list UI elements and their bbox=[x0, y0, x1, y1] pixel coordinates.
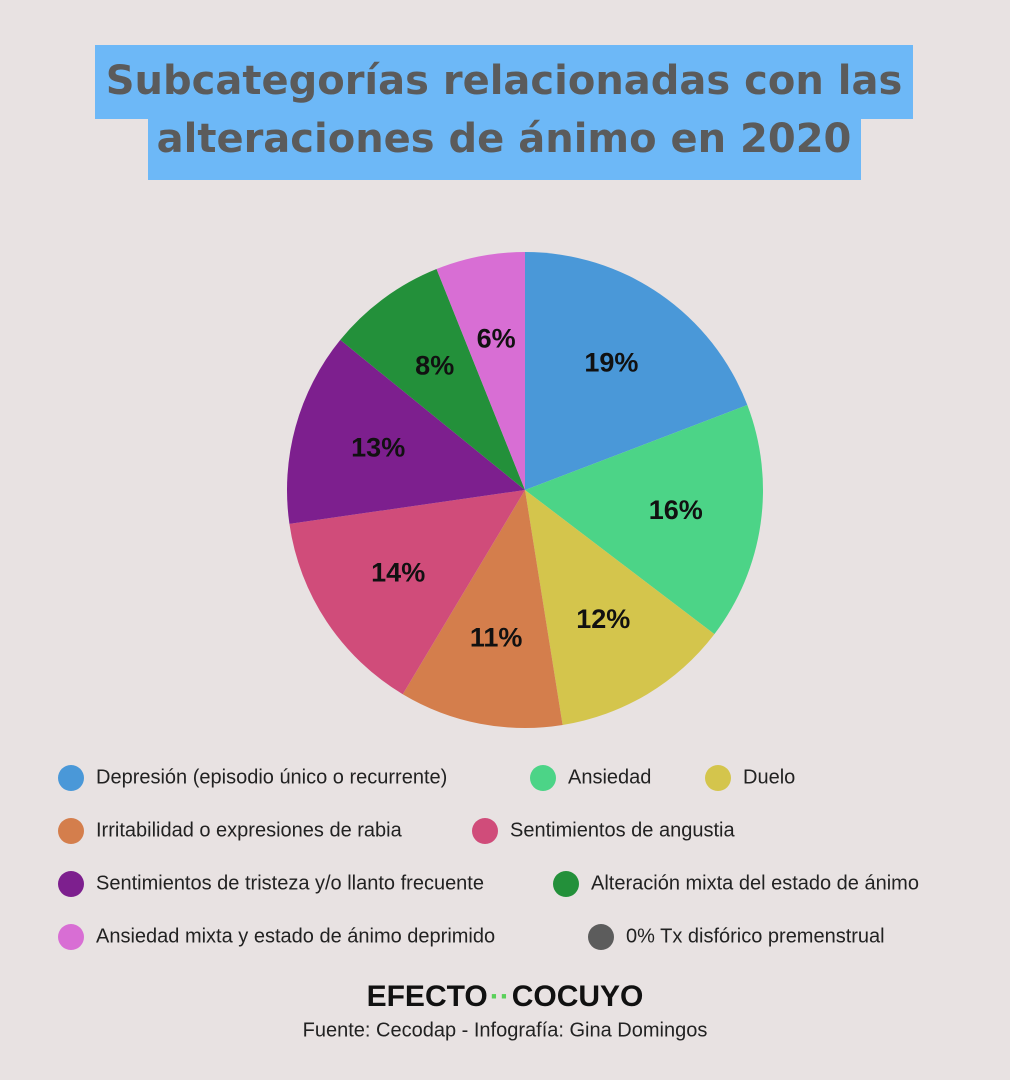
pie-slice bbox=[525, 252, 748, 490]
logo-dots: ·· bbox=[490, 980, 510, 1013]
legend-label: Sentimientos de angustia bbox=[510, 819, 735, 841]
chart-title: Subcategorías relacionadas con las bbox=[106, 58, 903, 104]
title-box bbox=[148, 118, 861, 180]
legend-label: 0% Tx disfórico premenstrual bbox=[626, 925, 885, 947]
legend-swatch bbox=[553, 871, 579, 897]
pie-slice bbox=[286, 339, 525, 524]
data-label: 8% bbox=[415, 350, 454, 380]
legend-swatch bbox=[530, 765, 556, 791]
legend-label: Duelo bbox=[743, 766, 795, 788]
legend-label: Ansiedad bbox=[568, 766, 651, 788]
legend-swatch bbox=[705, 765, 731, 791]
legend-swatch bbox=[58, 871, 84, 897]
title-box bbox=[95, 45, 913, 119]
legend-label: Depresión (episodio único o recurrente) bbox=[96, 766, 447, 788]
legend-label: Ansiedad mixta y estado de ánimo deprimi… bbox=[96, 925, 495, 947]
pie-slice bbox=[289, 490, 525, 695]
data-label: 19% bbox=[584, 348, 638, 378]
pie-slice bbox=[525, 490, 715, 726]
logo: EFECTO··COCUYO bbox=[367, 980, 644, 1013]
data-label: 6% bbox=[477, 324, 516, 354]
logo-part: COCUYO bbox=[512, 980, 644, 1013]
data-label: 11% bbox=[470, 623, 523, 653]
chart-title: alteraciones de ánimo en 2020 bbox=[157, 116, 852, 162]
pie-slice bbox=[436, 252, 525, 490]
logo-part: EFECTO bbox=[367, 980, 488, 1013]
pie-slice bbox=[402, 490, 563, 728]
data-label: 14% bbox=[371, 557, 425, 587]
legend-swatch bbox=[58, 818, 84, 844]
legend-swatch bbox=[58, 924, 84, 950]
data-label: 16% bbox=[649, 495, 703, 525]
source: Fuente: Cecodap - Infografía: Gina Domin… bbox=[303, 1019, 708, 1041]
pie-slice bbox=[340, 269, 525, 490]
data-label: 12% bbox=[576, 604, 630, 634]
legend-label: Irritabilidad o expresiones de rabia bbox=[96, 819, 403, 841]
legend-swatch bbox=[58, 765, 84, 791]
pie-slice bbox=[525, 405, 764, 635]
data-label: 13% bbox=[351, 433, 405, 463]
legend-label: Sentimientos de tristeza y/o llanto frec… bbox=[96, 872, 484, 894]
legend-swatch bbox=[588, 924, 614, 950]
legend-swatch bbox=[472, 818, 498, 844]
legend-label: Alteración mixta del estado de ánimo bbox=[591, 872, 919, 894]
